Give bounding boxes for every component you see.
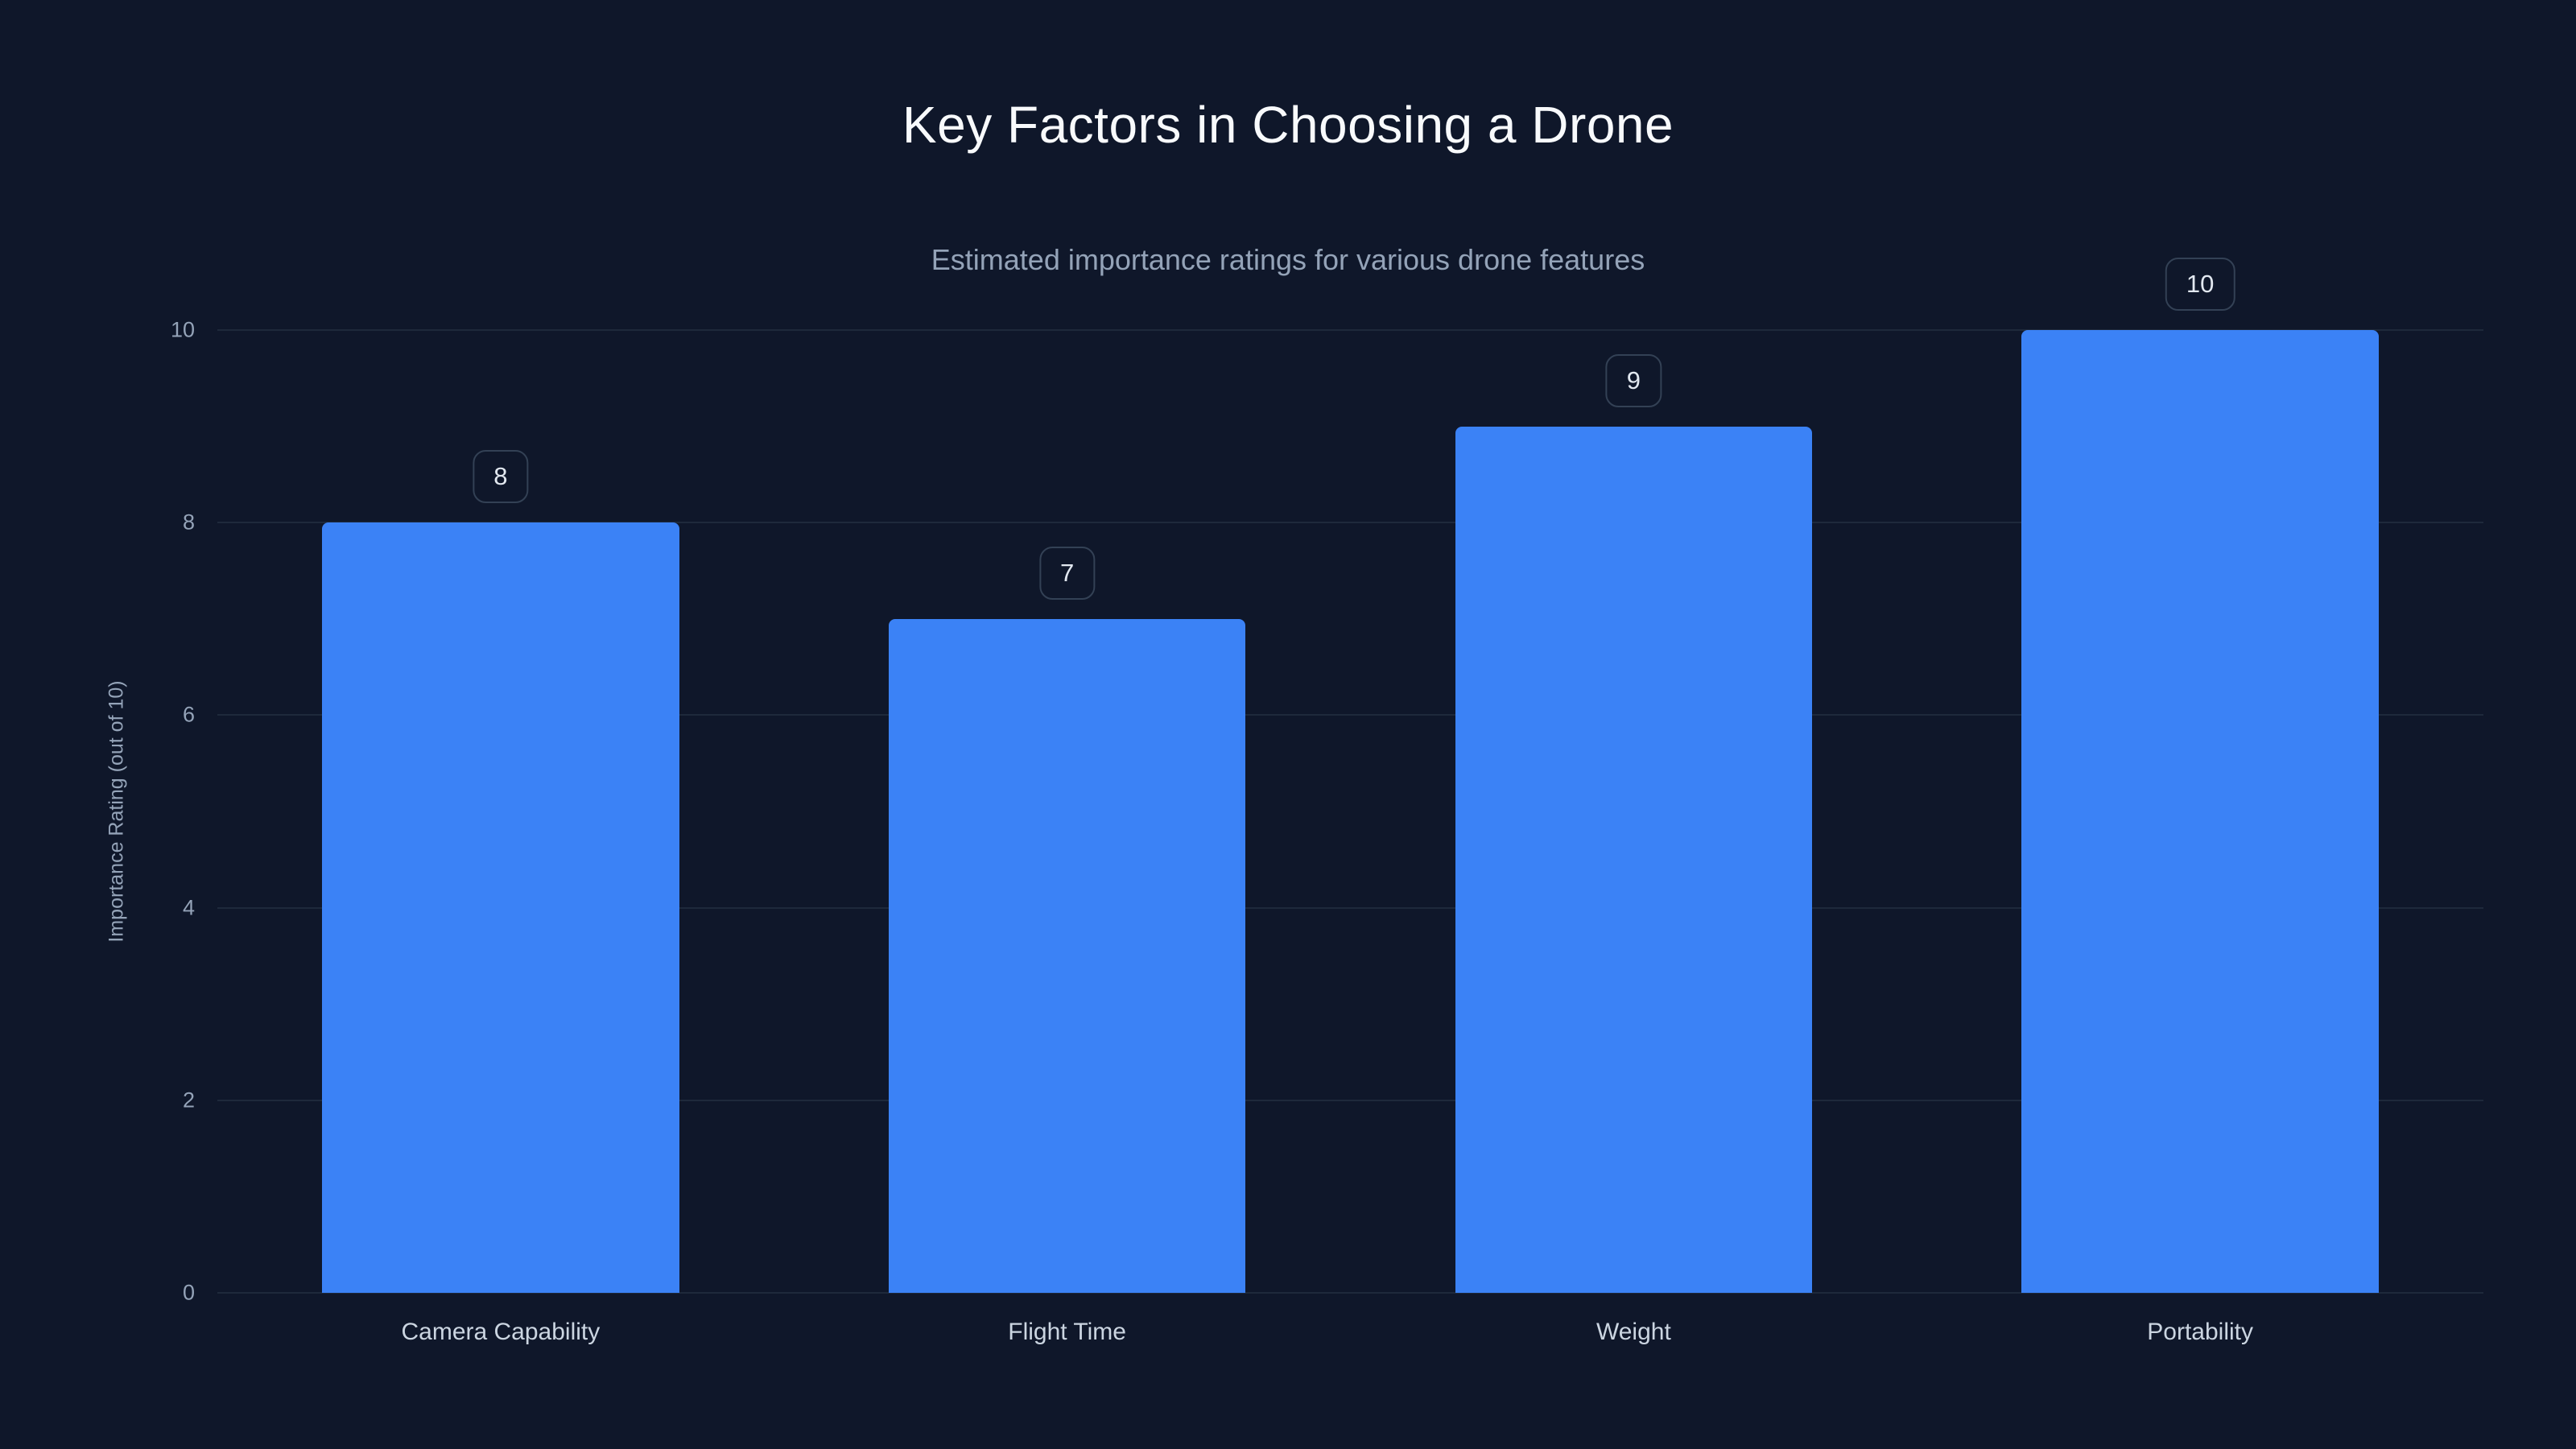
plot-area: 0 2 4 6 8 10 8 7 9 10: [171, 258, 2483, 1305]
bar-group: 7: [784, 330, 1351, 1293]
value-label: 10: [2165, 258, 2235, 311]
gridline: [217, 1099, 2483, 1101]
chart-title: Key Factors in Choosing a Drone: [902, 96, 1674, 154]
value-label: 9: [1605, 353, 1662, 407]
x-category-label: Weight: [1596, 1319, 1671, 1345]
bar-weight: 9: [1455, 353, 1813, 1293]
chart-subtitle: Estimated importance ratings for various…: [931, 243, 1645, 276]
bar-flight-time: 7: [888, 546, 1246, 1293]
y-tick-label: 0: [182, 1280, 195, 1305]
x-category-label: Portability: [2147, 1319, 2253, 1345]
gridline: [217, 522, 2483, 524]
bar-group: 8: [217, 330, 784, 1293]
bar-portability: 10: [2021, 258, 2379, 1293]
bar-group: 9: [1351, 330, 1918, 1293]
y-tick-label: 6: [182, 702, 195, 727]
y-tick-label: 10: [170, 317, 195, 342]
y-tick-label: 2: [182, 1088, 195, 1113]
bar-camera-capability: 8: [322, 450, 679, 1293]
bar-group: 10: [1917, 258, 2483, 1293]
value-label: 7: [1038, 546, 1096, 600]
gridline: [217, 1292, 2483, 1294]
x-axis-labels: Camera Capability Flight Time Weight Portab…: [217, 1319, 2483, 1346]
bars-layer: 8 7 9 10: [217, 258, 2483, 1293]
gridline: [217, 714, 2483, 716]
gridline: [217, 329, 2483, 331]
y-axis-ticks: 0 2 4 6 8 10: [171, 318, 2483, 1305]
x-category-label: Camera Capability: [401, 1319, 601, 1345]
y-axis-label: Importance Rating (out of 10): [105, 680, 128, 943]
y-tick-label: 8: [182, 510, 195, 535]
y-tick-label: 4: [182, 895, 195, 920]
x-category-label: Flight Time: [1008, 1319, 1126, 1345]
grid-layer: [217, 329, 2483, 1294]
gridline: [217, 906, 2483, 909]
value-label: 8: [473, 450, 529, 504]
